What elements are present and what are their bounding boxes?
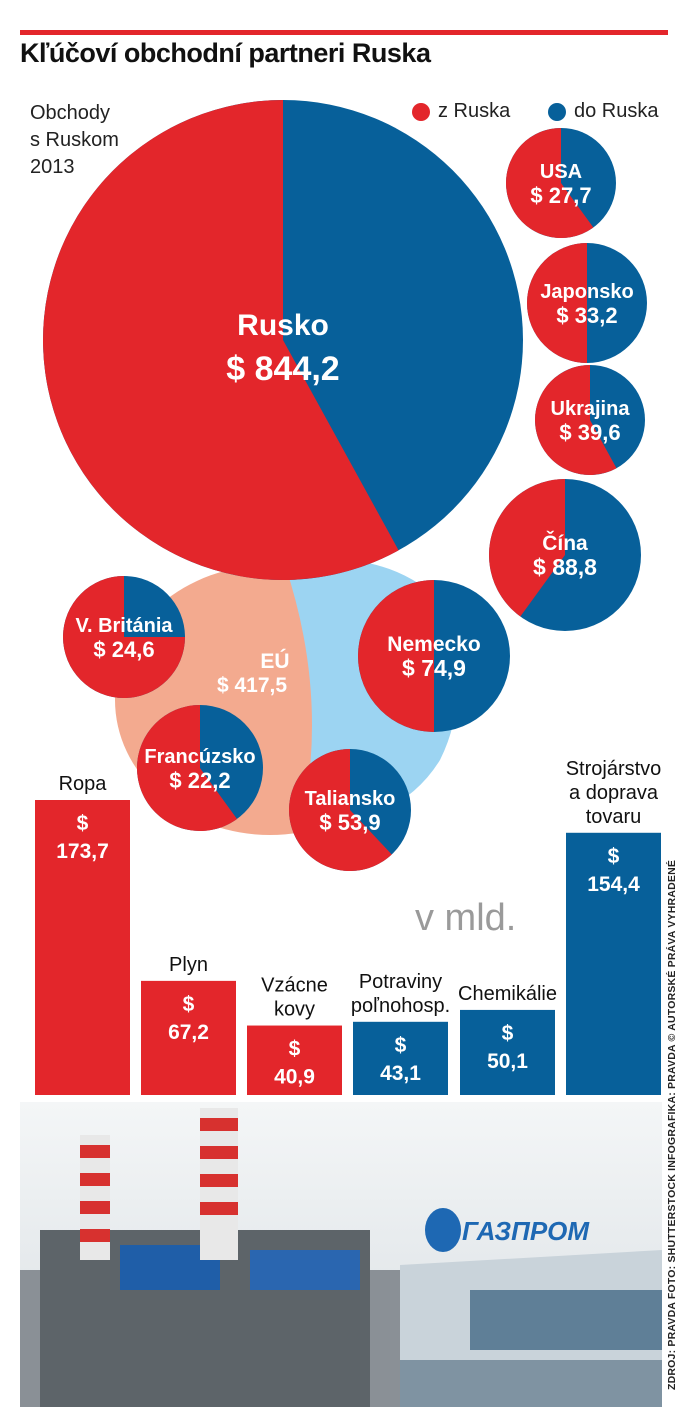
legend-swatch-from <box>412 102 430 121</box>
bar-value-currency: $ <box>608 845 620 868</box>
title-rule <box>20 30 668 35</box>
pie-slice-from <box>63 576 185 698</box>
bar-chemikalie: Chemikálie $50,1 <box>458 983 557 1095</box>
office-lower <box>400 1360 662 1407</box>
pie-label-francuzsko: Francúzsko <box>144 746 255 768</box>
pie-label-nemecko: Nemecko <box>387 633 480 656</box>
chimney-stripe <box>200 1174 238 1187</box>
office-windows <box>470 1290 662 1350</box>
pie-japonsko: Japonsko$ 33,2 <box>527 243 647 363</box>
pie-slice-from <box>505 128 594 238</box>
legend-swatch-to <box>548 102 566 121</box>
pie-value-cina: $ 88,8 <box>533 554 597 580</box>
pie-slice-from <box>289 749 392 871</box>
bar-category-label: a doprava <box>569 782 659 804</box>
bar-value-number: 43,1 <box>380 1062 421 1085</box>
bar-value-currency: $ <box>502 1022 514 1045</box>
bar-value-number: 40,9 <box>274 1066 315 1089</box>
bar-category-label: Vzácne <box>261 975 328 997</box>
pie-taliansko: Taliansko$ 53,9 <box>289 749 411 871</box>
bar-category-label: Strojárstvo <box>566 758 662 780</box>
chimney-stripe <box>80 1201 110 1214</box>
pie-usa: USA$ 27,7 <box>505 128 616 238</box>
bar-value-number: 50,1 <box>487 1050 528 1073</box>
bar-category-label: Ropa <box>59 773 108 795</box>
gazprom-sign: ГАЗПРОМ <box>462 1216 590 1246</box>
chimney-stripe <box>200 1118 238 1131</box>
bar-category-label: poľnohosp. <box>351 995 450 1017</box>
chart-subtitle: Obchody s Ruskom 2013 <box>30 102 119 178</box>
unit-note: v mld. <box>415 897 516 939</box>
source-credit: ZDROJ: PRAVDA FOTO: SHUTTERSTOCK INFOGRA… <box>666 859 678 1390</box>
bar-value-currency: $ <box>395 1034 407 1057</box>
pie-slice-from <box>535 365 617 476</box>
chimney-stripe <box>200 1146 238 1159</box>
bar-plyn: Plyn $67,2 <box>141 954 236 1095</box>
bar-value-currency: $ <box>77 812 89 835</box>
bar-rect <box>35 800 130 1095</box>
chimney-stripe <box>80 1145 110 1158</box>
bar-category-label: kovy <box>274 999 315 1021</box>
chimney-stripe <box>80 1229 110 1242</box>
pie-nemecko: Nemecko$ 74,9 <box>358 580 510 732</box>
eu-value-label: $ 417,5 <box>217 674 287 697</box>
bar-rect <box>460 1009 555 1095</box>
pie-v-britania: V. Británia$ 24,6 <box>63 576 185 698</box>
legend-label-to: do Ruska <box>574 100 659 122</box>
page-title: Kľúčoví obchodní partneri Ruska <box>20 38 431 68</box>
pie-value-usa: $ 27,7 <box>530 183 591 208</box>
bar-rect <box>353 1021 448 1095</box>
bar-rect <box>247 1025 342 1095</box>
chimney-stripe <box>80 1173 110 1186</box>
bar-value-number: 67,2 <box>168 1021 209 1044</box>
bar-rect <box>141 980 236 1095</box>
pie-value-nemecko: $ 74,9 <box>402 655 466 681</box>
eu-label: EÚ <box>260 649 289 673</box>
pie-label-japonsko: Japonsko <box>540 281 633 303</box>
pie-value-taliansko: $ 53,9 <box>319 810 380 835</box>
industrial-photo: ГАЗПРОМ <box>20 1102 662 1407</box>
pie-cina: Čína$ 88,8 <box>489 479 641 631</box>
bar-value-currency: $ <box>289 1038 301 1061</box>
pie-label-v-britania: V. Británia <box>75 615 173 637</box>
plant-blue-roof <box>250 1250 360 1290</box>
legend-label-from: z Ruska <box>438 100 511 122</box>
pie-value-v-britania: $ 24,6 <box>93 637 154 662</box>
pie-value-rusko: $ 844,2 <box>226 350 339 388</box>
bar-category-label: Potraviny <box>359 971 442 993</box>
bar-ropa: Ropa $173,7 <box>35 773 130 1095</box>
pie-slice-from <box>137 705 238 831</box>
pie-label-ukrajina: Ukrajina <box>551 398 631 420</box>
pie-label-taliansko: Taliansko <box>305 788 396 810</box>
pie-slice-from <box>527 243 587 363</box>
pie-label-cina: Čína <box>542 531 588 555</box>
pie-value-japonsko: $ 33,2 <box>556 303 617 328</box>
bar-value-number: 154,4 <box>587 873 640 896</box>
pie-label-rusko: Rusko <box>237 309 329 342</box>
bar-rect <box>566 832 661 1095</box>
bar-value-number: 173,7 <box>56 840 109 863</box>
pie-value-francuzsko: $ 22,2 <box>169 768 230 793</box>
bar-category-label: tovaru <box>586 806 642 828</box>
pie-value-ukrajina: $ 39,6 <box>559 420 620 445</box>
legend-item-from: z Ruska <box>412 100 510 123</box>
bar-category-label: Plyn <box>169 954 208 976</box>
chimney-stripe <box>200 1202 238 1215</box>
pie-rusko: Rusko $ 844,2 <box>43 100 523 580</box>
pie-slice-from <box>358 580 434 732</box>
pie-slice-from <box>43 100 399 580</box>
pie-francuzsko: Francúzsko$ 22,2 <box>137 705 263 831</box>
bar-category-label: Chemikálie <box>458 983 557 1005</box>
pie-ukrajina: Ukrajina$ 39,6 <box>535 365 645 476</box>
gazprom-logo-icon <box>425 1208 461 1252</box>
pie-label-usa: USA <box>540 161 582 183</box>
legend-item-to: do Ruska <box>548 100 659 123</box>
pie-slice-from <box>489 479 565 617</box>
bar-value-currency: $ <box>183 993 195 1016</box>
